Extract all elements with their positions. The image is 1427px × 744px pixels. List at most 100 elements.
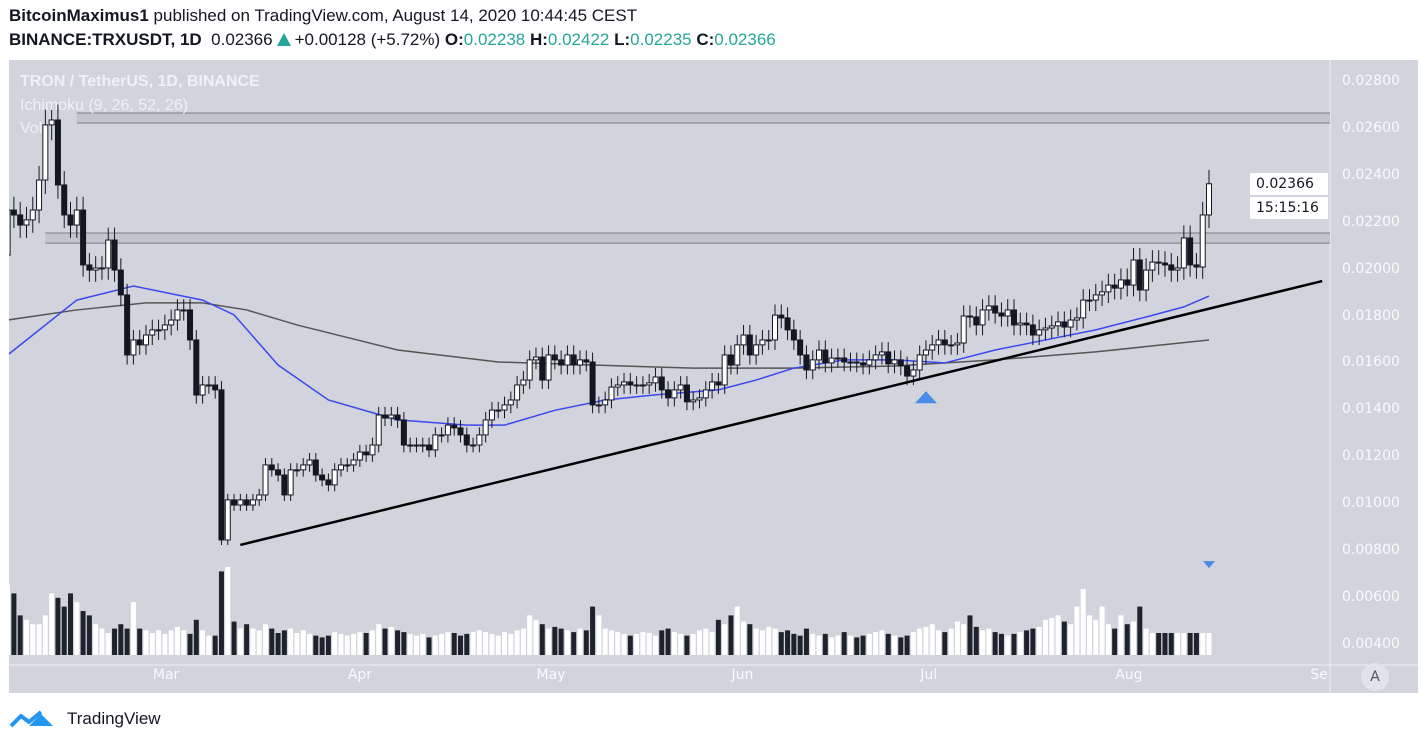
candle-up bbox=[337, 464, 344, 471]
volume-bar bbox=[294, 633, 300, 655]
candle-down bbox=[941, 339, 948, 346]
candle-down bbox=[1136, 259, 1143, 291]
candle-up bbox=[42, 124, 49, 181]
volume-bar bbox=[942, 632, 948, 655]
volume-bar bbox=[237, 628, 243, 655]
volume-bar bbox=[162, 633, 168, 655]
candle-up bbox=[721, 354, 728, 386]
volume-bar bbox=[93, 624, 99, 655]
volume-bar bbox=[961, 624, 967, 655]
candle-up bbox=[696, 397, 703, 401]
candle-up bbox=[929, 344, 936, 351]
trendline[interactable] bbox=[240, 279, 1323, 547]
candle-down bbox=[790, 329, 797, 341]
volume-bar bbox=[986, 628, 992, 655]
volume-bar bbox=[1005, 635, 1011, 655]
candle-down bbox=[778, 314, 785, 319]
candle-up bbox=[155, 329, 162, 332]
volume-bar bbox=[1061, 621, 1067, 655]
candle-up bbox=[922, 349, 929, 356]
volume-bar bbox=[841, 632, 847, 655]
volume-bar bbox=[288, 628, 294, 655]
candle-down bbox=[231, 499, 238, 506]
volume-bar bbox=[395, 630, 401, 655]
candle-down bbox=[966, 315, 973, 318]
candle-up bbox=[564, 354, 571, 366]
volume-bar bbox=[420, 633, 426, 655]
volume-bar bbox=[539, 624, 545, 655]
candle-up bbox=[910, 369, 917, 377]
candle-up bbox=[702, 389, 709, 399]
support-trendline bbox=[240, 279, 1323, 547]
open-value: 0.02238 bbox=[463, 30, 526, 49]
volume-bar bbox=[231, 621, 237, 655]
candle-down bbox=[1111, 284, 1118, 289]
volume-bar bbox=[124, 628, 130, 655]
candles bbox=[9, 104, 1212, 545]
candle-up bbox=[419, 444, 426, 447]
symbol: BINANCE:TRXUSDT, 1D bbox=[9, 30, 202, 49]
candle-down bbox=[1193, 264, 1200, 268]
volume-bar bbox=[363, 633, 369, 655]
candle-up bbox=[872, 354, 879, 361]
candle-down bbox=[136, 339, 143, 346]
candle-up bbox=[639, 384, 646, 387]
volume-bar bbox=[149, 633, 155, 655]
price-tick-label: 0.02600 bbox=[1342, 119, 1400, 136]
candle-up bbox=[199, 384, 206, 396]
time-tick-label: Se bbox=[1310, 667, 1328, 683]
volume-bar bbox=[263, 624, 268, 655]
volume-bar bbox=[527, 615, 533, 655]
candle-up bbox=[331, 469, 338, 486]
candle-down bbox=[80, 209, 87, 266]
auto-scale-button[interactable]: A bbox=[1361, 663, 1389, 691]
candle-up bbox=[979, 309, 986, 326]
candle-down bbox=[992, 305, 999, 314]
volume-bar bbox=[948, 628, 954, 655]
volume-bar bbox=[168, 630, 174, 655]
candle-up bbox=[816, 349, 823, 361]
candle-up bbox=[1206, 183, 1212, 216]
candle-up bbox=[633, 384, 640, 387]
candle-up bbox=[608, 386, 615, 401]
volume-bar bbox=[759, 630, 765, 655]
volume-bar bbox=[1024, 630, 1030, 655]
candle-down bbox=[885, 351, 892, 365]
time-tick-label: Jul bbox=[920, 667, 938, 683]
volume-bar bbox=[917, 628, 923, 655]
volume-bar bbox=[697, 630, 703, 655]
volume-bar bbox=[1105, 624, 1111, 655]
tradingview-logo[interactable]: TradingView bbox=[9, 708, 161, 730]
volume-bar bbox=[86, 615, 92, 655]
volume-bar bbox=[1193, 633, 1199, 655]
volume-bar bbox=[281, 630, 287, 655]
volume-bar bbox=[105, 633, 111, 655]
bar-countdown-label: 15:15:16 bbox=[1250, 197, 1328, 219]
candle-up bbox=[293, 469, 300, 472]
candle-up bbox=[935, 339, 942, 346]
candle-up bbox=[621, 381, 628, 386]
candle-up bbox=[753, 344, 760, 356]
volume-bar bbox=[1124, 624, 1130, 655]
price-change: +0.00128 (+5.72%) bbox=[294, 30, 441, 49]
volume-bar bbox=[476, 630, 482, 655]
candle-up bbox=[866, 359, 873, 366]
candle-up bbox=[652, 376, 659, 384]
candle-down bbox=[998, 312, 1005, 317]
volume-bar bbox=[816, 635, 822, 655]
candle-down bbox=[1124, 279, 1131, 286]
volume-bar bbox=[495, 635, 501, 655]
candle-up bbox=[948, 344, 955, 347]
volume-bar bbox=[313, 635, 319, 655]
indicator-legend-ichimoku[interactable]: Ichimoku (9, 26, 52, 26) bbox=[20, 97, 189, 114]
volume-bar bbox=[181, 630, 187, 655]
volume-bar bbox=[344, 635, 350, 655]
candle-down bbox=[17, 214, 24, 226]
volume-bar bbox=[457, 635, 463, 655]
indicator-legend-volume[interactable]: Vol bbox=[20, 120, 43, 137]
volume-bar bbox=[17, 615, 23, 655]
volume-bar bbox=[1200, 633, 1206, 655]
volume-bar bbox=[61, 606, 67, 655]
candle-up bbox=[677, 384, 684, 391]
